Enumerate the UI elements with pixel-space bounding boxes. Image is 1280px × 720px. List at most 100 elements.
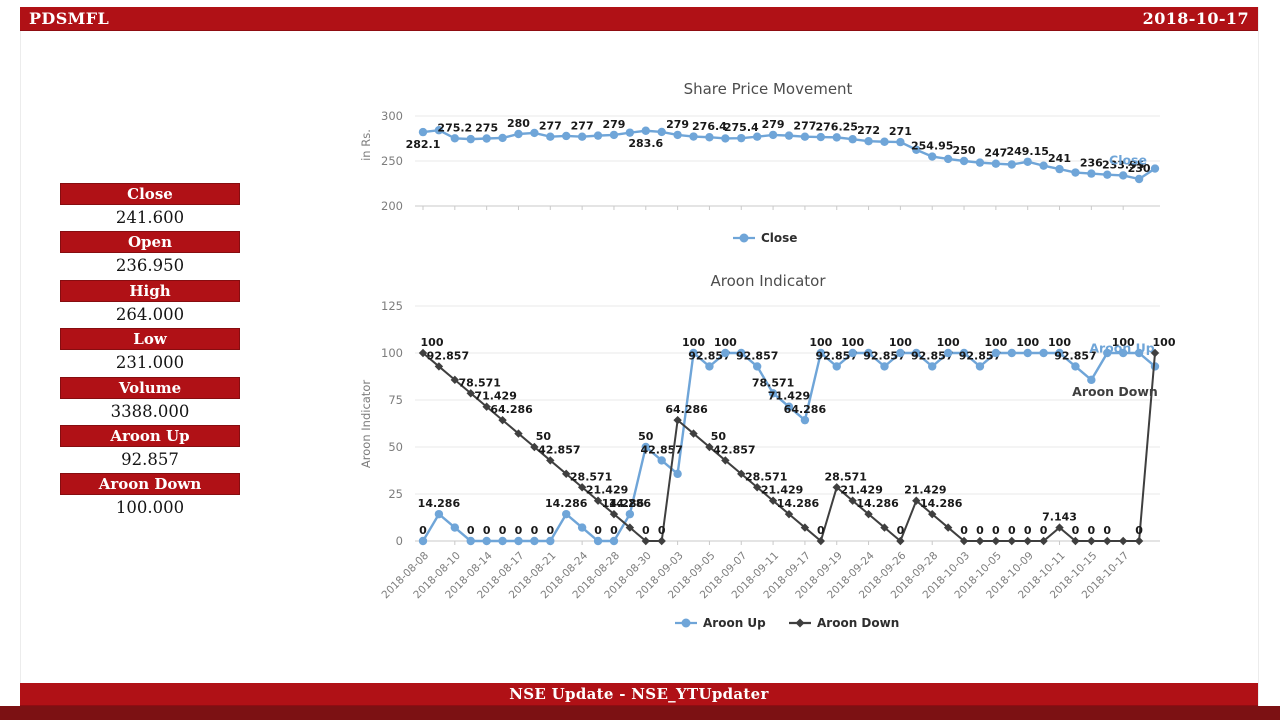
svg-text:100: 100 <box>889 336 912 349</box>
svg-text:0: 0 <box>976 524 984 537</box>
chart-title: Share Price Movement <box>684 80 853 98</box>
svg-text:100: 100 <box>682 336 705 349</box>
stat-value-close: 241.600 <box>115 208 185 227</box>
chart-title: Aroon Indicator <box>710 272 826 290</box>
svg-text:0: 0 <box>1024 524 1032 537</box>
svg-text:28.571: 28.571 <box>570 470 612 483</box>
svg-text:14.286: 14.286 <box>856 497 899 510</box>
stat-label-aroon-up: Aroon Up <box>60 424 240 447</box>
svg-text:250: 250 <box>953 144 976 157</box>
svg-text:0: 0 <box>992 524 1000 537</box>
svg-text:0: 0 <box>610 524 618 537</box>
svg-text:100: 100 <box>1048 336 1071 349</box>
svg-text:0: 0 <box>419 524 427 537</box>
svg-text:92.857: 92.857 <box>688 349 730 362</box>
stat-label-open: Open <box>60 231 240 254</box>
stat-label-aroon-down: Aroon Down <box>60 473 240 496</box>
axes: 02550751001252018-08-082018-08-102018-08… <box>379 299 1160 601</box>
footer-strip <box>0 706 1280 720</box>
stats-panel: Close 241.600 Open 236.950 High 264.000 Low 231… <box>60 183 240 522</box>
ticker-symbol: PDSMFL <box>29 9 110 28</box>
svg-text:14.286: 14.286 <box>920 497 963 510</box>
svg-text:14.286: 14.286 <box>609 497 652 510</box>
svg-text:275.4: 275.4 <box>724 121 759 134</box>
svg-text:50: 50 <box>638 430 654 443</box>
svg-text:92.857: 92.857 <box>736 349 778 362</box>
svg-text:0: 0 <box>897 524 905 537</box>
svg-text:14.286: 14.286 <box>545 497 588 510</box>
svg-text:78.571: 78.571 <box>752 376 794 389</box>
svg-text:277: 277 <box>539 120 562 133</box>
svg-text:241: 241 <box>1048 152 1071 165</box>
svg-text:249.15: 249.15 <box>1006 145 1048 158</box>
svg-text:25: 25 <box>388 487 403 501</box>
series-name-label: Aroon Up <box>1089 340 1154 355</box>
svg-text:92.857: 92.857 <box>863 349 905 362</box>
stat-label-low: Low <box>60 328 240 351</box>
svg-text:21.429: 21.429 <box>761 484 803 497</box>
svg-text:21.429: 21.429 <box>904 484 946 497</box>
aroon-indicator-chart: Aroon Indicator Aroon Indicator 0 25 50 75 100… <box>359 272 1176 630</box>
svg-text:21.429: 21.429 <box>586 484 628 497</box>
svg-text:275: 275 <box>475 122 498 135</box>
svg-text:7.143: 7.143 <box>1042 511 1077 524</box>
stat-value-volume: 3388.000 <box>110 401 190 421</box>
share-price-chart: Share Price Movement in Rs. 200 250 300 282.1… <box>359 80 1160 245</box>
series-name-label: Close <box>1109 153 1147 168</box>
svg-text:71.429: 71.429 <box>768 390 810 403</box>
stat-label-high: High <box>60 279 240 302</box>
svg-text:Aroon Up: Aroon Up <box>703 616 766 630</box>
svg-text:236: 236 <box>1080 157 1103 170</box>
svg-text:100: 100 <box>1153 336 1176 349</box>
svg-text:282.1: 282.1 <box>406 138 441 151</box>
svg-text:Aroon Down: Aroon Down <box>817 616 899 630</box>
svg-text:0: 0 <box>1103 524 1111 537</box>
svg-text:100: 100 <box>381 346 403 360</box>
svg-text:0: 0 <box>546 524 554 537</box>
series-aroon-down: 10092.85778.57171.42964.2865042.85728.57… <box>418 336 1176 546</box>
svg-text:78.571: 78.571 <box>459 376 501 389</box>
svg-text:276.4: 276.4 <box>692 120 727 133</box>
svg-text:250: 250 <box>381 154 403 168</box>
svg-text:42.857: 42.857 <box>538 443 580 456</box>
stat-label-volume: Volume <box>60 376 240 399</box>
svg-text:64.286: 64.286 <box>490 403 533 416</box>
footer-bar: NSE Update - NSE_YTUpdater <box>20 683 1258 706</box>
stat-value-open: 236.950 <box>115 256 185 276</box>
svg-text:64.286: 64.286 <box>784 403 827 416</box>
svg-text:0: 0 <box>483 524 491 537</box>
svg-text:50: 50 <box>388 440 403 454</box>
svg-text:28.571: 28.571 <box>745 470 787 483</box>
svg-text:300: 300 <box>381 109 403 123</box>
svg-text:14.286: 14.286 <box>418 497 461 510</box>
svg-text:28.571: 28.571 <box>825 470 867 483</box>
svg-text:100: 100 <box>1016 336 1039 349</box>
svg-text:0: 0 <box>1135 524 1143 537</box>
svg-text:279: 279 <box>762 118 785 131</box>
svg-text:272: 272 <box>857 124 880 137</box>
svg-text:0: 0 <box>1008 524 1016 537</box>
svg-text:0: 0 <box>960 524 968 537</box>
svg-text:275.2: 275.2 <box>437 121 472 134</box>
svg-text:50: 50 <box>536 430 552 443</box>
svg-text:230: 230 <box>1128 162 1151 175</box>
svg-text:14.286: 14.286 <box>777 497 820 510</box>
svg-text:0: 0 <box>594 524 602 537</box>
svg-text:92.857: 92.857 <box>1054 349 1096 362</box>
svg-text:71.429: 71.429 <box>474 390 516 403</box>
svg-text:271: 271 <box>889 125 912 138</box>
svg-text:42.857: 42.857 <box>640 443 682 456</box>
svg-text:279: 279 <box>602 118 625 131</box>
svg-text:100: 100 <box>841 336 864 349</box>
svg-text:200: 200 <box>381 199 403 213</box>
footer-text: NSE Update - NSE_YTUpdater <box>509 685 769 703</box>
svg-text:0: 0 <box>467 524 475 537</box>
svg-text:100: 100 <box>937 336 960 349</box>
svg-text:125: 125 <box>381 299 403 313</box>
svg-text:276.25: 276.25 <box>816 120 858 133</box>
svg-text:100: 100 <box>714 336 737 349</box>
svg-text:100: 100 <box>1112 336 1135 349</box>
svg-text:0: 0 <box>499 524 507 537</box>
